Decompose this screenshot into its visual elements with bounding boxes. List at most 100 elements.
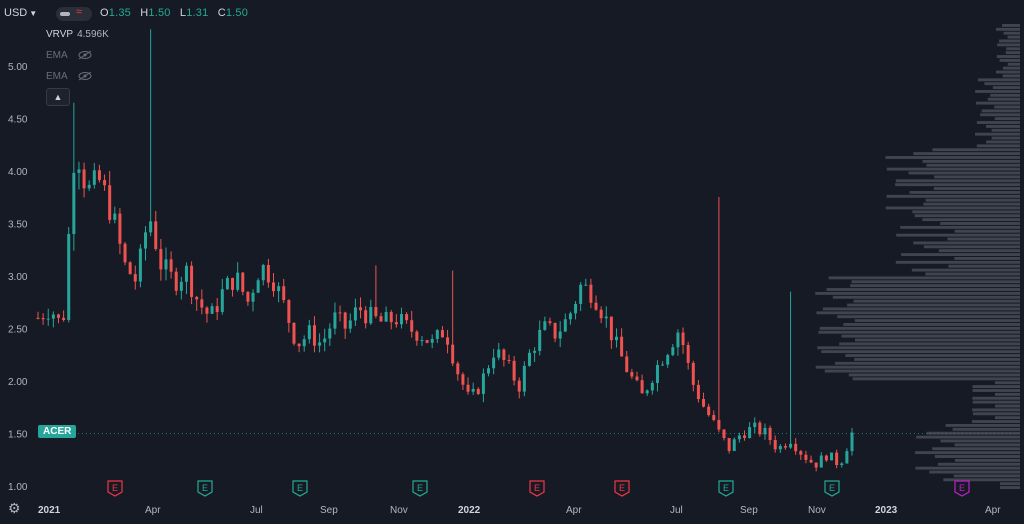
earnings-label: E (829, 483, 835, 493)
volume-profile-row (896, 233, 1020, 237)
candle-body (702, 399, 706, 407)
volume-profile-row (1007, 35, 1020, 39)
volume-profile-row (854, 319, 1020, 323)
settings-gear-icon[interactable]: ⚙ (8, 500, 21, 516)
candle-body (666, 355, 670, 365)
high-key: H (140, 7, 149, 19)
ema-legend-2[interactable]: EMA (46, 71, 92, 82)
volume-profile-row (953, 474, 1020, 478)
eye-hidden-icon[interactable] (78, 71, 92, 81)
volume-profile-row (845, 354, 1020, 357)
candle-body (440, 330, 444, 338)
y-tick-label: 1.00 (8, 482, 28, 493)
candle-body (108, 185, 112, 220)
candle-body (251, 292, 255, 302)
candle-body (507, 359, 511, 361)
candle-body (210, 306, 214, 314)
volume-profile-row (972, 408, 1020, 412)
volume-profile-row (972, 389, 1020, 392)
volume-profile-row (914, 214, 1020, 218)
candle-body (819, 455, 823, 468)
volume-profile-row (925, 272, 1020, 276)
candle-body (615, 336, 619, 341)
chevron-up-icon: ▲ (53, 92, 63, 102)
volume-profile-row (913, 152, 1020, 156)
volume-profile-row (816, 311, 1020, 315)
candle-body (338, 312, 342, 314)
volume-profile-row (926, 431, 1020, 435)
candle-body (266, 264, 270, 283)
candle-body (302, 339, 306, 347)
candle-body (748, 427, 752, 438)
x-tick-label: Apr (145, 505, 161, 516)
candle-body (425, 340, 429, 343)
collapse-legend-button[interactable]: ▲ (46, 88, 70, 106)
volume-profile-row (817, 346, 1020, 350)
bars-icon (60, 12, 70, 16)
volume-profile-row (854, 357, 1020, 361)
earnings-marker[interactable]: E (824, 480, 840, 497)
vrvp-value: 4.596K (77, 29, 109, 40)
earnings-marker[interactable]: E (718, 480, 734, 497)
candle-body (179, 281, 183, 291)
x-tick-label: 2023 (875, 505, 898, 516)
earnings-marker[interactable]: E (107, 480, 123, 497)
earnings-marker[interactable]: E (292, 480, 308, 497)
candle-body (625, 356, 629, 373)
volume-profile-row (984, 82, 1020, 86)
volume-profile-row (972, 412, 1020, 416)
open-key: O (100, 7, 109, 19)
volume-profile-row (994, 381, 1020, 385)
candle-body (635, 376, 639, 381)
volume-profile-row (1007, 62, 1020, 66)
earnings-label: E (959, 483, 965, 493)
candle-body (343, 312, 347, 329)
earnings-marker[interactable]: E (412, 480, 428, 497)
candle-body (456, 363, 460, 375)
volume-profile-row (971, 420, 1020, 423)
eye-hidden-icon[interactable] (78, 50, 92, 60)
candle-body (277, 286, 281, 292)
ema-legend-1[interactable]: EMA (46, 50, 92, 61)
earnings-marker[interactable]: E (529, 480, 545, 497)
volume-profile-row (885, 206, 1020, 210)
volume-profile-row (839, 342, 1020, 346)
volume-profile-row (977, 78, 1020, 82)
earnings-icon (197, 480, 213, 497)
currency-selector[interactable]: USD ▼ (4, 7, 37, 19)
volume-profile-row (940, 439, 1020, 443)
candle-body (149, 221, 153, 233)
vrvp-legend[interactable]: VRVP 4.596K (46, 29, 109, 40)
chart-type-toggle[interactable]: ≈ (56, 6, 92, 21)
volume-profile-row (996, 27, 1020, 31)
candle-body (87, 184, 91, 189)
y-tick-label: 3.50 (8, 219, 28, 230)
volume-profile-row (972, 400, 1020, 404)
candle-body (410, 320, 414, 332)
open-value: 1.35 (108, 7, 131, 19)
candle-body (830, 452, 834, 461)
volume-profile-row (818, 330, 1020, 334)
candle-body (527, 352, 531, 366)
earnings-marker[interactable]: E (954, 480, 970, 497)
earnings-icon (718, 480, 734, 497)
candle-body (41, 318, 45, 320)
volume-profile-row (847, 303, 1020, 307)
candle-body (97, 170, 101, 181)
volume-profile-row (822, 307, 1020, 311)
volume-profile-row (895, 183, 1020, 187)
candle-body (696, 384, 700, 400)
earnings-icon (292, 480, 308, 497)
earnings-marker[interactable]: E (197, 480, 213, 497)
candle-body (609, 316, 613, 341)
earnings-marker[interactable]: E (614, 480, 630, 497)
x-tick-label: Sep (740, 505, 758, 516)
candle-body (297, 343, 301, 347)
candle-body (113, 213, 117, 220)
volume-profile-row (994, 392, 1020, 396)
volume-profile-row (991, 136, 1020, 140)
earnings-label: E (417, 483, 423, 493)
candle-body (159, 248, 163, 270)
candle-body (558, 331, 562, 339)
